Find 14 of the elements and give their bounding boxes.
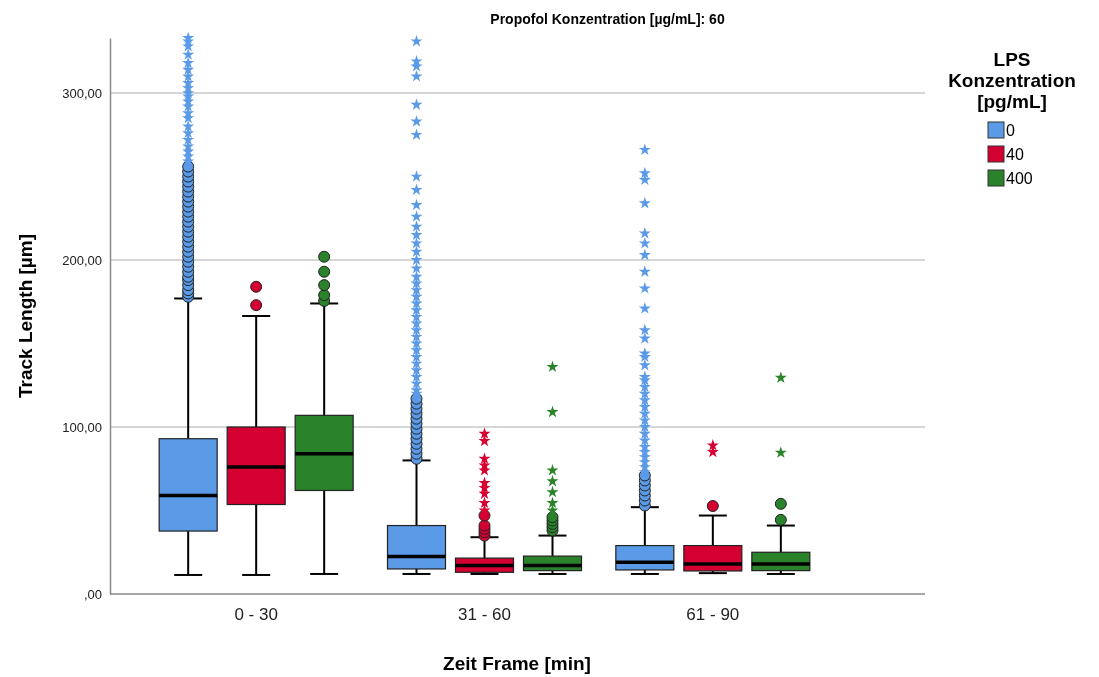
y-axis-title: Track Length [µm] — [15, 233, 36, 399]
y-tick-label: ,00 — [83, 586, 102, 602]
x-tick-label: 61 - 90 — [686, 605, 740, 625]
legend-label: 400 — [1006, 170, 1033, 187]
x-tick-label: 31 - 60 — [458, 605, 511, 625]
legend-label: 0 — [1006, 122, 1015, 139]
y-tick-label: 200,00 — [62, 252, 102, 268]
y-tick-label: 300,00 — [62, 85, 102, 101]
legend-label: 40 — [1006, 146, 1024, 163]
y-tick-label: 100,00 — [62, 419, 102, 435]
legend-title: LPS Konzentration [pg/mL] — [948, 49, 1076, 112]
x-axis-title: Zeit Frame [min] — [443, 653, 591, 674]
chart-title: Propofol Konzentration [µg/mL]: 60 — [490, 11, 725, 27]
x-tick-label: 0 - 30 — [234, 605, 278, 625]
